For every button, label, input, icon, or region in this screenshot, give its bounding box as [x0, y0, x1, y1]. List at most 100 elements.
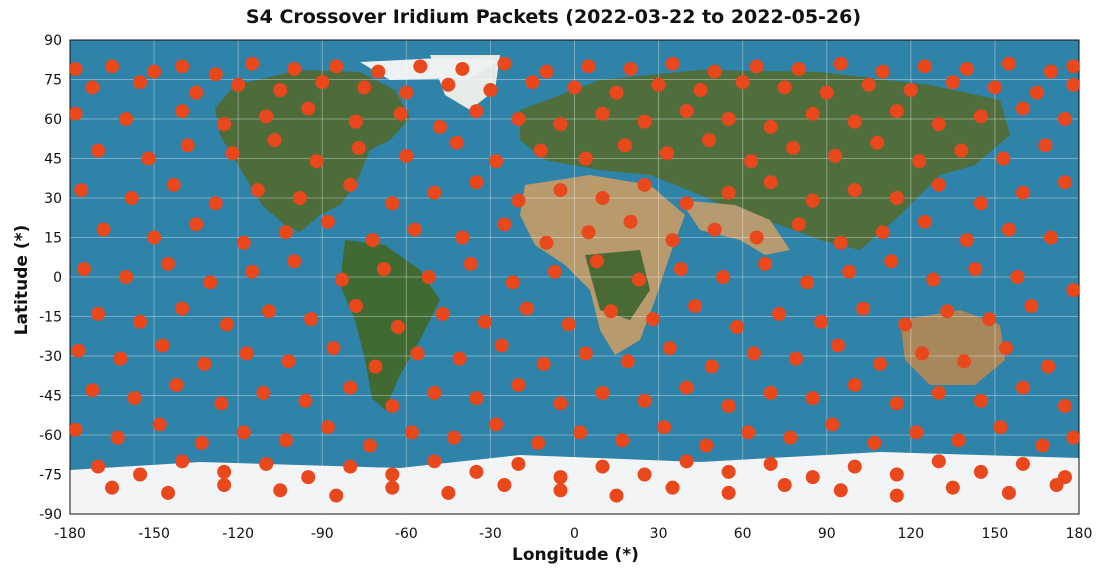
data-point — [301, 470, 316, 485]
data-point — [763, 456, 778, 471]
data-point — [659, 146, 674, 161]
data-point — [721, 485, 736, 500]
data-point — [999, 341, 1014, 356]
data-point — [889, 191, 904, 205]
data-point — [702, 133, 717, 148]
data-point — [1041, 359, 1056, 374]
data-point — [1066, 283, 1079, 298]
data-point — [1015, 101, 1030, 116]
data-point — [749, 59, 764, 74]
data-point — [595, 106, 610, 121]
data-point — [1010, 270, 1025, 284]
data-point — [70, 61, 83, 76]
data-point — [777, 80, 792, 95]
data-point — [665, 56, 680, 71]
data-point — [679, 380, 694, 395]
data-point — [959, 233, 974, 248]
data-point — [847, 183, 862, 198]
data-point — [679, 454, 694, 469]
data-point — [287, 61, 302, 76]
data-point — [110, 430, 125, 445]
y-tick-label: -60 — [39, 428, 62, 444]
data-point — [214, 396, 229, 411]
x-tick-label: -30 — [479, 526, 502, 542]
data-point — [155, 338, 170, 353]
data-point — [959, 61, 974, 76]
data-point — [657, 420, 672, 435]
data-point — [497, 478, 512, 493]
data-point — [615, 433, 630, 448]
data-point — [351, 140, 366, 155]
data-point — [91, 143, 106, 158]
data-point — [393, 106, 408, 121]
data-point — [511, 377, 526, 392]
data-point — [617, 138, 632, 153]
data-point — [707, 64, 722, 79]
data-point — [786, 140, 801, 155]
south-america-land — [340, 240, 440, 410]
data-point — [245, 264, 260, 279]
data-point — [861, 77, 876, 92]
data-point — [805, 470, 820, 485]
data-point — [595, 459, 610, 474]
data-point — [856, 301, 871, 316]
data-point — [873, 356, 888, 371]
data-point — [292, 191, 307, 205]
data-point — [889, 396, 904, 411]
data-point — [1057, 112, 1072, 126]
data-point — [884, 254, 899, 269]
data-point — [489, 154, 504, 169]
data-point — [219, 317, 234, 332]
data-point — [721, 112, 736, 126]
data-point — [1057, 175, 1072, 190]
data-point — [77, 262, 92, 277]
y-tick-label: -75 — [39, 468, 62, 484]
y-tick-label: 30 — [44, 191, 62, 207]
data-point — [637, 114, 652, 129]
data-point — [561, 317, 576, 332]
data-point — [968, 262, 983, 277]
data-point — [278, 225, 293, 240]
data-point — [304, 312, 319, 327]
data-point — [788, 351, 803, 366]
data-point — [245, 56, 260, 71]
data-point — [553, 183, 568, 198]
data-point — [637, 393, 652, 408]
data-point — [455, 61, 470, 76]
data-point — [357, 80, 372, 95]
data-point — [805, 193, 820, 208]
data-point — [404, 425, 419, 440]
data-point — [71, 343, 86, 358]
data-point — [578, 151, 593, 166]
data-point — [281, 354, 296, 369]
data-point — [805, 391, 820, 406]
data-point — [665, 233, 680, 248]
y-tick-label: -45 — [39, 389, 62, 405]
data-point — [175, 104, 190, 119]
data-point — [326, 341, 341, 356]
data-point — [435, 306, 450, 321]
data-point — [909, 425, 924, 440]
data-point — [931, 177, 946, 192]
data-point — [553, 470, 568, 485]
data-point — [623, 214, 638, 229]
data-point — [693, 83, 708, 98]
data-point — [236, 235, 251, 250]
data-point — [595, 385, 610, 400]
antarctica-ice — [70, 470, 1079, 514]
x-tick-label: -150 — [138, 526, 170, 542]
data-point — [261, 304, 276, 319]
data-point — [141, 151, 156, 166]
data-point — [917, 214, 932, 229]
data-point — [800, 275, 815, 290]
data-point — [735, 75, 750, 90]
data-point — [547, 264, 562, 279]
data-point — [169, 377, 184, 392]
data-point — [825, 417, 840, 432]
data-point — [197, 356, 212, 371]
data-point — [189, 217, 204, 232]
data-point — [427, 185, 442, 200]
data-point — [194, 435, 209, 450]
data-point — [1066, 430, 1079, 445]
data-point — [875, 64, 890, 79]
